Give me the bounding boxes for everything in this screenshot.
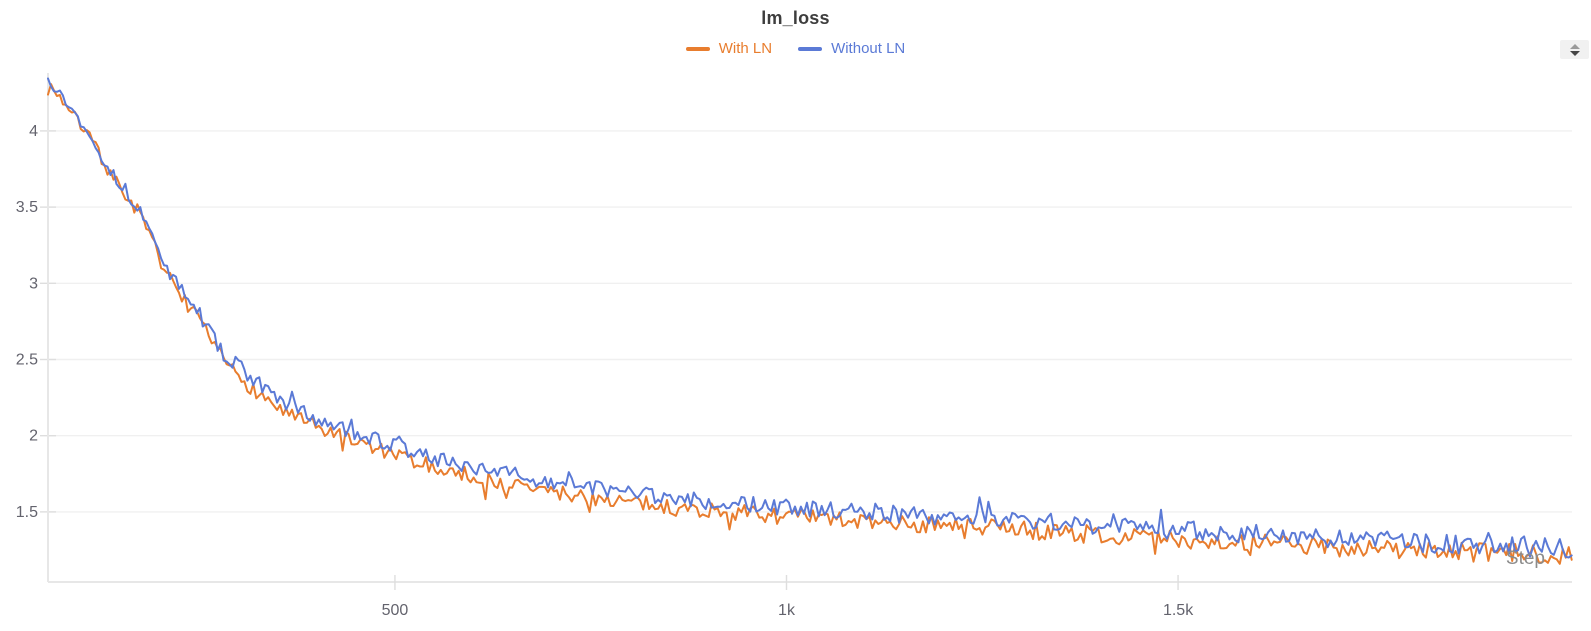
x-tick-label: 1.5k (1163, 602, 1194, 619)
vertical-resize-button[interactable] (1560, 40, 1589, 59)
legend-label: Without LN (831, 40, 906, 57)
legend-item-without-ln[interactable]: Without LN (798, 40, 905, 57)
triangle-up-icon (1569, 43, 1580, 49)
series-line-with-ln (47, 83, 1573, 565)
y-tick-label: 4 (29, 123, 38, 140)
x-tick-label: 500 (382, 602, 409, 619)
triangle-down-icon (1569, 50, 1580, 56)
y-tick-label: 2.5 (16, 352, 38, 369)
x-tick-label: 1k (778, 602, 796, 619)
x-axis-title: Step (1505, 548, 1545, 569)
legend-dash-icon (798, 46, 823, 51)
series-line-without-ln (47, 77, 1573, 559)
y-tick-label: 1.5 (16, 504, 38, 521)
y-tick-label: 3 (29, 275, 38, 292)
chart-legend: With LN Without LN (0, 40, 1591, 57)
chart-title: lm_loss (761, 8, 830, 28)
y-tick-label: 3.5 (16, 199, 38, 216)
legend-item-with-ln[interactable]: With LN (685, 40, 773, 57)
y-tick-label: 2 (29, 428, 38, 445)
legend-label: With LN (718, 40, 773, 57)
legend-dash-icon (685, 46, 710, 51)
